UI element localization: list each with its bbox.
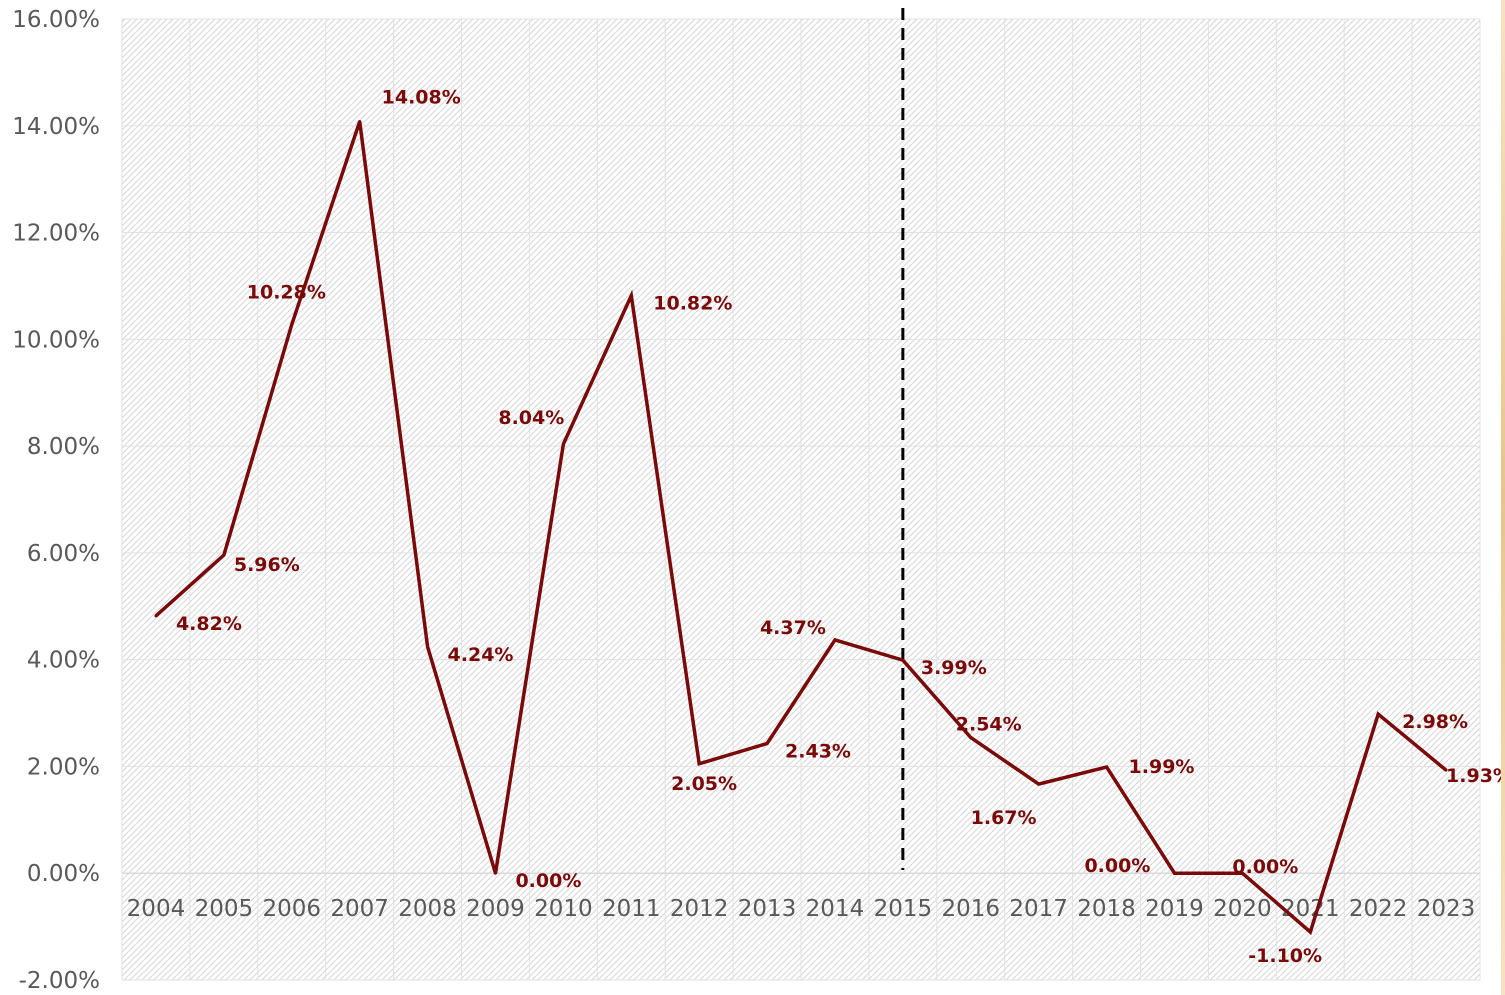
- data-label: 1.99%: [1129, 756, 1195, 778]
- data-label: 4.24%: [448, 644, 514, 666]
- data-label: 1.67%: [971, 807, 1037, 829]
- data-label: -1.10%: [1248, 945, 1322, 967]
- y-tick-label: 12.00%: [12, 221, 100, 247]
- x-tick-label: 2021: [1281, 896, 1340, 922]
- data-point: [1376, 712, 1380, 716]
- x-tick-label: 2017: [1009, 896, 1068, 922]
- data-point: [629, 294, 633, 298]
- x-tick-label: 2014: [806, 896, 865, 922]
- x-tick-label: 2023: [1417, 896, 1476, 922]
- x-tick-label: 2004: [127, 896, 186, 922]
- y-tick-label: 14.00%: [12, 114, 100, 140]
- y-tick-label: 16.00%: [12, 7, 100, 33]
- x-tick-label: 2012: [670, 896, 729, 922]
- data-point: [901, 658, 905, 662]
- y-tick-label: 2.00%: [27, 754, 100, 780]
- data-label: 4.37%: [760, 617, 826, 639]
- x-tick-label: 2010: [534, 896, 593, 922]
- data-point: [154, 614, 158, 618]
- data-label: 0.00%: [515, 870, 581, 892]
- data-label: 5.96%: [234, 554, 300, 576]
- data-point: [697, 762, 701, 766]
- x-tick-label: 2005: [195, 896, 254, 922]
- data-label: 4.82%: [176, 613, 242, 635]
- x-tick-label: 2013: [738, 896, 797, 922]
- y-tick-label: 8.00%: [27, 434, 100, 460]
- data-point: [493, 871, 497, 875]
- data-point: [1105, 765, 1109, 769]
- data-label: 8.04%: [498, 407, 564, 429]
- data-label: 10.28%: [247, 281, 326, 303]
- data-label: 2.43%: [785, 740, 851, 762]
- y-tick-label: -2.00%: [19, 968, 100, 994]
- data-point: [833, 638, 837, 642]
- data-point: [426, 645, 430, 649]
- data-label: 2.05%: [671, 773, 737, 795]
- x-tick-label: 2020: [1213, 896, 1272, 922]
- data-label: 0.00%: [1084, 855, 1150, 877]
- x-tick-label: 2019: [1145, 896, 1204, 922]
- y-tick-label: 0.00%: [27, 861, 100, 887]
- x-tick-label: 2006: [262, 896, 321, 922]
- x-tick-label: 2011: [602, 896, 661, 922]
- data-label: 2.54%: [956, 714, 1022, 736]
- right-edge-strip: [1501, 0, 1505, 995]
- x-tick-label: 2015: [874, 896, 933, 922]
- data-point: [1240, 871, 1244, 875]
- data-point: [290, 322, 294, 326]
- data-point: [1444, 768, 1448, 772]
- x-tick-label: 2016: [941, 896, 1000, 922]
- y-tick-label: 6.00%: [27, 541, 100, 567]
- data-point: [1308, 930, 1312, 934]
- data-label: 2.98%: [1402, 711, 1468, 733]
- x-tick-label: 2009: [466, 896, 525, 922]
- series-line: [154, 120, 1448, 936]
- y-tick-label: 10.00%: [12, 327, 100, 353]
- x-tick-label: 2018: [1077, 896, 1136, 922]
- data-point: [358, 120, 362, 124]
- data-point: [969, 736, 973, 740]
- data-label: 3.99%: [921, 657, 987, 679]
- x-tick-label: 2007: [330, 896, 389, 922]
- data-point: [222, 553, 226, 557]
- data-label: 10.82%: [653, 293, 732, 315]
- x-tick-label: 2008: [398, 896, 457, 922]
- data-point: [1172, 871, 1176, 875]
- x-tick-label: 2022: [1349, 896, 1408, 922]
- data-label: 1.93%: [1446, 765, 1505, 787]
- data-point: [561, 442, 565, 446]
- data-point: [1037, 782, 1041, 786]
- data-label: 14.08%: [382, 87, 461, 109]
- data-label: 0.00%: [1232, 856, 1298, 878]
- y-tick-label: 4.00%: [27, 648, 100, 674]
- data-point: [765, 741, 769, 745]
